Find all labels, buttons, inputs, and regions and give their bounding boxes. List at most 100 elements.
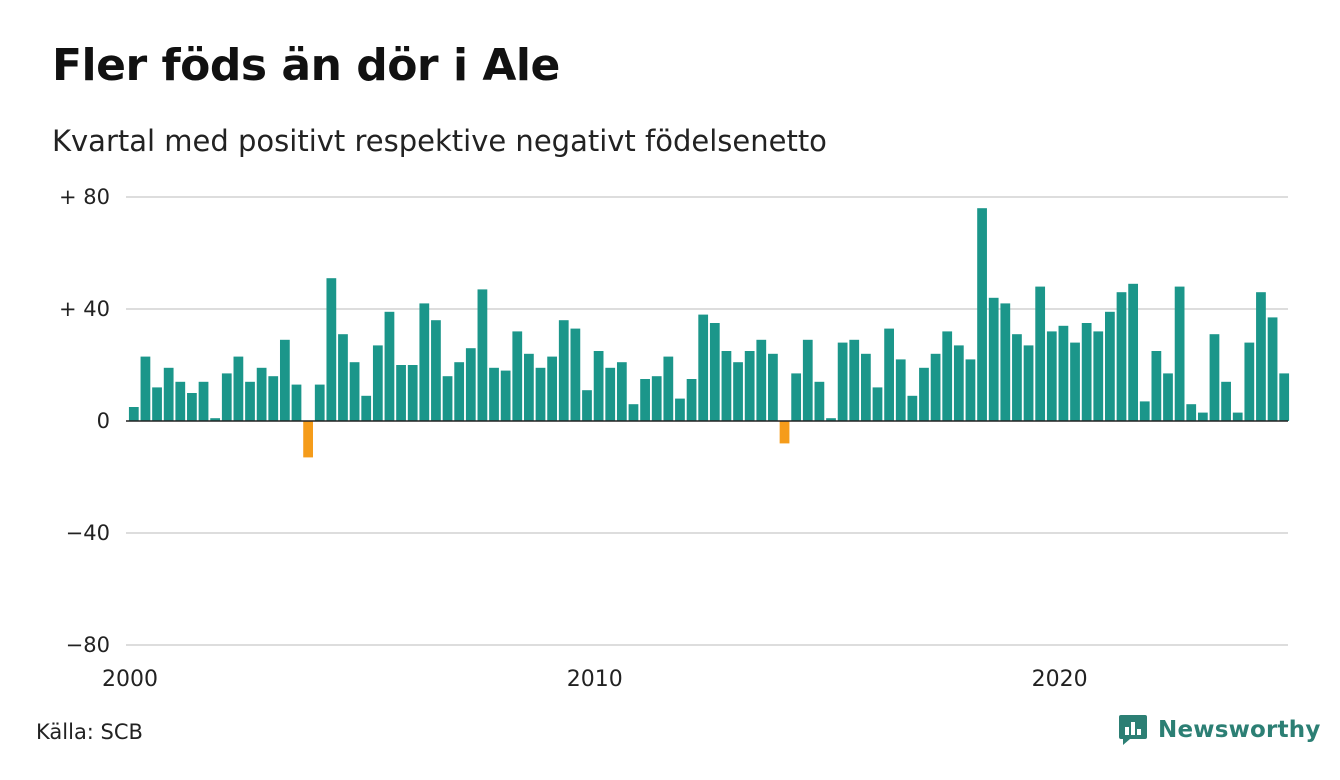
bar-positive	[616, 362, 627, 421]
bar-positive	[163, 367, 174, 421]
bar-positive	[977, 208, 987, 421]
bar-positive	[768, 353, 778, 421]
bar-positive	[1174, 286, 1185, 421]
y-tick-label: + 80	[59, 185, 110, 209]
chart-title: Fler föds än dör i Ale	[52, 40, 560, 91]
bar-positive	[431, 320, 441, 421]
bar-positive	[1151, 351, 1162, 421]
bar-positive	[1186, 404, 1197, 421]
bar-positive	[756, 339, 767, 421]
bar-positive	[1267, 317, 1278, 421]
bar-positive	[152, 387, 162, 421]
bar-positive	[361, 395, 372, 421]
bars	[128, 208, 1290, 458]
bar-positive	[1105, 311, 1115, 421]
bar-positive	[1232, 412, 1243, 421]
y-tick-label: 0	[97, 409, 110, 433]
bar-positive	[872, 387, 883, 421]
bar-positive	[210, 418, 221, 421]
x-axis-tick-labels: 2000 2010 2020	[102, 667, 1088, 692]
bar-positive	[245, 381, 255, 421]
bar-positive	[733, 362, 743, 421]
gridlines	[126, 196, 1288, 646]
bar-positive	[1058, 325, 1069, 421]
bar-positive	[419, 303, 430, 421]
bar-positive	[1046, 331, 1057, 421]
bar-positive	[1197, 412, 1208, 421]
bar-positive	[524, 353, 534, 421]
y-axis-tick-labels: + 80 + 40 0 −40 −80	[59, 185, 110, 657]
bar-positive	[233, 356, 244, 421]
bar-positive	[1279, 373, 1290, 421]
bar-positive	[187, 393, 197, 421]
bar-positive	[1244, 342, 1255, 421]
bar-positive	[942, 331, 953, 421]
bar-positive	[1221, 381, 1231, 421]
x-tick-label: 2020	[1032, 667, 1088, 692]
bar-positive	[570, 328, 581, 421]
y-tick-label: + 40	[59, 297, 110, 321]
bar-positive	[791, 373, 802, 421]
bar-positive	[1093, 331, 1104, 421]
bar-positive	[1035, 286, 1046, 421]
bar-positive	[314, 384, 325, 421]
bar-positive	[628, 404, 639, 421]
bar-positive	[535, 367, 546, 421]
bar-positive	[721, 351, 732, 421]
bar-positive	[1000, 303, 1011, 421]
bar-positive	[1081, 323, 1092, 421]
bar-positive	[1070, 342, 1080, 421]
bar-positive	[860, 353, 871, 421]
y-tick-label: −40	[66, 521, 110, 545]
bar-positive	[814, 381, 825, 421]
x-tick-label: 2010	[567, 667, 623, 692]
bar-positive	[895, 359, 906, 421]
bar-positive	[593, 351, 604, 421]
bar-positive	[489, 367, 499, 421]
bar-positive	[1139, 401, 1150, 421]
bar-positive	[477, 289, 488, 421]
bar-positive	[802, 339, 813, 421]
bar-positive	[837, 342, 848, 421]
bar-positive	[709, 323, 720, 421]
bar-positive	[500, 370, 511, 421]
bar-positive	[651, 376, 662, 421]
bar-positive	[1012, 334, 1022, 421]
source-note: Källa: SCB	[36, 720, 143, 744]
bar-negative	[303, 421, 313, 458]
bar-positive	[558, 320, 569, 421]
chart-subtitle: Kvartal med positivt respektive negativt…	[52, 124, 827, 158]
brand-name: Newsworthy	[1158, 717, 1321, 743]
bar-positive	[268, 376, 279, 421]
bar-positive	[663, 356, 674, 421]
bar-positive	[140, 356, 151, 421]
bar-positive	[849, 339, 860, 421]
bar-positive	[1209, 334, 1220, 421]
bar-positive	[256, 367, 267, 421]
bar-positive	[326, 278, 337, 421]
bar-positive	[675, 398, 685, 421]
bar-positive	[930, 353, 941, 421]
bar-positive	[465, 348, 476, 421]
bar-positive	[884, 328, 894, 421]
bar-positive	[1163, 373, 1173, 421]
bar-positive	[907, 395, 918, 421]
bar-positive	[384, 311, 395, 421]
bar-positive	[512, 331, 523, 421]
bar-positive	[965, 359, 976, 421]
bar-positive	[605, 367, 616, 421]
bar-positive	[744, 351, 755, 421]
bar-positive	[128, 407, 139, 421]
x-tick-label: 2000	[102, 667, 158, 692]
bar-positive	[221, 373, 232, 421]
bar-positive	[396, 365, 406, 421]
newsworthy-logo-icon	[1119, 715, 1147, 745]
newsworthy-logo: Newsworthy	[1118, 713, 1321, 747]
bar-positive	[547, 356, 558, 421]
bar-negative	[779, 421, 790, 444]
bar-positive	[372, 345, 383, 421]
bar-chart: + 80 + 40 0 −40 −80 2000 2010 2020	[59, 185, 1290, 692]
bar-positive	[640, 379, 650, 421]
bar-positive	[698, 314, 709, 421]
bar-positive	[198, 381, 209, 421]
